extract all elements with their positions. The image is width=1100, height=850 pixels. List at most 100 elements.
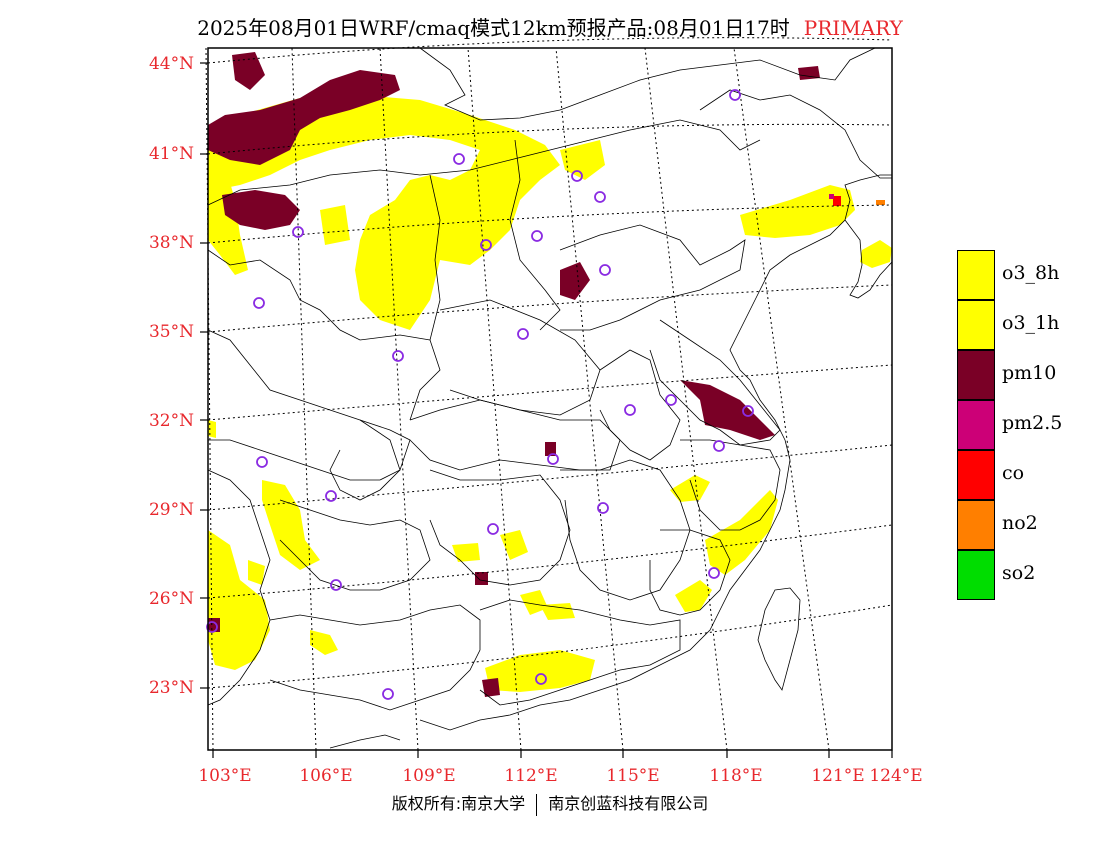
lat-label-32: 32°N bbox=[148, 411, 194, 431]
border-sichuan bbox=[207, 329, 411, 481]
legend-label: so2 bbox=[1002, 562, 1036, 584]
station-marker bbox=[453, 153, 465, 165]
lon-label-118: 118°E bbox=[709, 766, 763, 786]
pm10-region-yunnan bbox=[208, 618, 220, 632]
legend-label: o3_1h bbox=[1002, 312, 1060, 334]
station-marker bbox=[256, 456, 268, 468]
co-region-hebei bbox=[833, 196, 841, 206]
o3-region-fujian-south bbox=[675, 580, 712, 612]
o3-region-yunnan2 bbox=[248, 560, 265, 585]
legend-swatch bbox=[957, 400, 995, 450]
o3-region-bohai bbox=[740, 185, 855, 238]
station-marker bbox=[547, 453, 559, 465]
o3-region-north-pocket bbox=[560, 140, 605, 180]
station-marker bbox=[325, 490, 337, 502]
lat-label-41: 41°N bbox=[148, 144, 194, 164]
legend-item-no2: no2 bbox=[957, 500, 1097, 550]
border-inner-mongolia bbox=[207, 119, 761, 206]
station-marker bbox=[729, 89, 741, 101]
o3-region-guangdong bbox=[485, 650, 595, 692]
pm10-region-guangdong bbox=[482, 678, 500, 697]
legend-label: pm2.5 bbox=[1002, 412, 1063, 434]
border-zhejiang bbox=[680, 439, 781, 531]
legend-label: co bbox=[1002, 462, 1025, 484]
lon-line-112 bbox=[467, 47, 522, 751]
o3-region-hunan2 bbox=[452, 543, 480, 562]
map-frame bbox=[207, 47, 893, 751]
legend-item-so2: so2 bbox=[957, 550, 1097, 600]
border-hubei bbox=[409, 399, 621, 471]
station-marker bbox=[392, 350, 404, 362]
pm10-region-mongolia bbox=[208, 70, 400, 165]
lat-label-29: 29°N bbox=[148, 500, 194, 520]
copyright-divider bbox=[536, 793, 538, 816]
coastline-south bbox=[419, 439, 791, 731]
lat-line-23 bbox=[207, 604, 893, 689]
pm25-region-hebei bbox=[829, 194, 834, 199]
copyright-right: 南京创蓝科技有限公司 bbox=[548, 794, 709, 813]
lat-label-35: 35°N bbox=[148, 322, 194, 342]
station-marker bbox=[487, 523, 499, 535]
border-national-north bbox=[419, 47, 876, 121]
pm10-region-henan bbox=[545, 442, 556, 456]
o3-region-liaodong bbox=[860, 240, 892, 268]
station-marker bbox=[480, 239, 492, 251]
legend-swatch bbox=[957, 300, 995, 350]
station-marker bbox=[599, 264, 611, 276]
border-shanxi bbox=[509, 139, 561, 331]
border-guangxi bbox=[269, 604, 481, 711]
legend-item-co: co bbox=[957, 450, 1097, 500]
lon-line-103 bbox=[205, 47, 214, 751]
station-marker bbox=[624, 404, 636, 416]
lat-line-26 bbox=[207, 524, 893, 599]
o3-region-fujian bbox=[705, 490, 778, 575]
station-marker bbox=[665, 394, 677, 406]
legend-item-o3-8h: o3_8h bbox=[957, 250, 1097, 300]
pm10-region-northeast bbox=[798, 66, 820, 80]
legend-swatch bbox=[957, 350, 995, 400]
lon-label-115: 115°E bbox=[606, 766, 660, 786]
border-lines bbox=[207, 47, 893, 749]
station-marker bbox=[742, 405, 754, 417]
pm10-region-shandong bbox=[560, 262, 590, 300]
lat-line-44 bbox=[207, 37, 893, 64]
lon-line-106 bbox=[291, 47, 317, 751]
pollutant-fields bbox=[208, 52, 892, 697]
legend-label: no2 bbox=[1002, 512, 1038, 534]
o3-region-hunan bbox=[500, 530, 528, 560]
pm10-region-ningxia bbox=[222, 190, 300, 230]
o3-region-yunnan bbox=[208, 530, 270, 670]
lat-label-44: 44°N bbox=[148, 54, 194, 74]
station-marker bbox=[531, 230, 543, 242]
station-marker bbox=[517, 328, 529, 340]
coastline-east bbox=[729, 174, 892, 441]
station-marker bbox=[713, 440, 725, 452]
station-marker bbox=[597, 502, 609, 514]
map-title: 2025年08月01日WRF/cmaq模式12km预报产品:08月01日17时 P… bbox=[0, 12, 1100, 41]
lon-label-103: 103°E bbox=[198, 766, 252, 786]
legend-swatch bbox=[957, 450, 995, 500]
border-shaanxi bbox=[409, 174, 441, 421]
station-marker bbox=[292, 226, 304, 238]
legend-swatch bbox=[957, 500, 995, 550]
o3-region-northwest bbox=[208, 160, 248, 275]
o3-region-guangdong2 bbox=[520, 590, 548, 615]
border-hunan bbox=[429, 469, 571, 586]
lon-label-109: 109°E bbox=[402, 766, 456, 786]
border-jiangsu bbox=[649, 319, 781, 446]
pm10-region-hunan bbox=[475, 572, 488, 585]
o3-region-guangxi bbox=[310, 630, 338, 655]
copyright-left: 版权所有:南京大学 bbox=[391, 794, 526, 813]
pm10-region-jiangsu bbox=[680, 380, 775, 440]
station-marker bbox=[708, 567, 720, 579]
station-marker bbox=[253, 297, 265, 309]
lat-line-35 bbox=[207, 284, 893, 333]
o3-region-guangdong3 bbox=[540, 603, 575, 620]
lon-label-112: 112°E bbox=[504, 766, 558, 786]
copyright: 版权所有:南京大学 南京创蓝科技有限公司 bbox=[0, 790, 1100, 816]
legend-item-o3-1h: o3_1h bbox=[957, 300, 1097, 350]
legend-item-pm10: pm10 bbox=[957, 350, 1097, 400]
o3-region-north-pocket2 bbox=[320, 205, 350, 245]
border-yunnan bbox=[207, 469, 271, 706]
